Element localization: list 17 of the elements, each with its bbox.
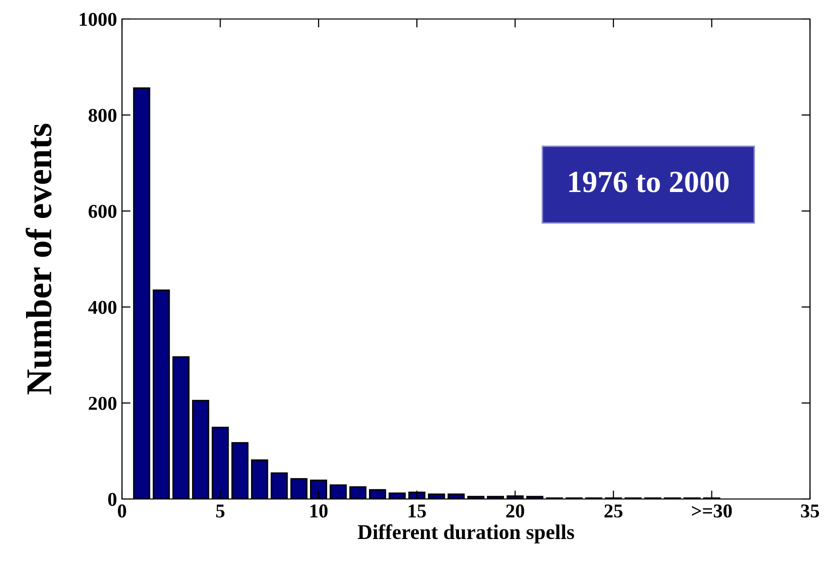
y-tick-label: 0 (108, 492, 116, 506)
x-tick-label: 15 (408, 504, 426, 518)
x-tick-label: 0 (118, 504, 126, 518)
y-tick-label: 800 (88, 108, 116, 122)
x-tick-label: >=30 (692, 504, 732, 518)
annotation: 1976 to 2000 (569, 172, 729, 192)
x-tick-label: 35 (801, 504, 820, 518)
x-tick-label: 25 (604, 504, 622, 518)
y-tick-label: 200 (88, 396, 116, 410)
x-tick-label: 5 (216, 504, 224, 518)
x-tick-label: 10 (310, 504, 328, 518)
y-axis-title: Number of events (26, 124, 52, 394)
x-axis-title: Different duration spells (358, 524, 574, 544)
y-tick-label: 400 (88, 300, 116, 314)
x-tick-label: 20 (506, 504, 524, 518)
y-tick-label: 1000 (80, 12, 116, 26)
y-tick-label: 600 (88, 204, 116, 218)
